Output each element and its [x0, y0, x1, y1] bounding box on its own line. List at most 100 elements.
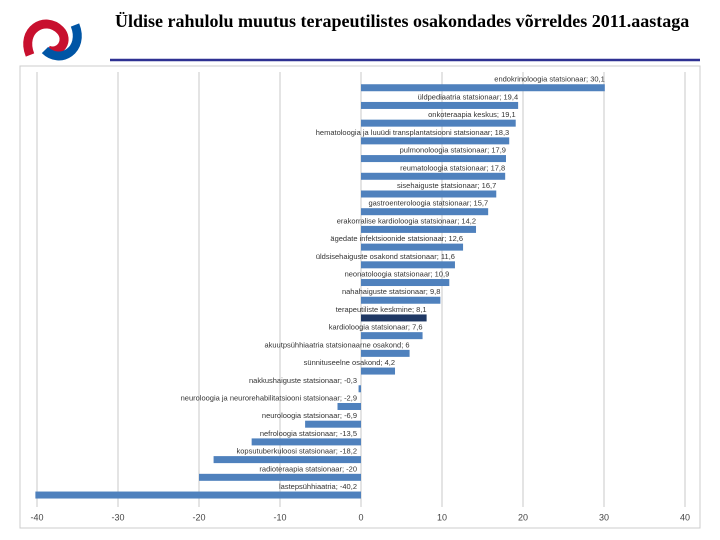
bar-label: nahahaiguste statsionaar; 9,8	[342, 287, 440, 296]
bar	[361, 279, 450, 287]
value-label: 11,6	[441, 252, 455, 261]
bar	[361, 208, 489, 216]
value-label: 17,9	[491, 146, 506, 155]
value-label: -6,9	[344, 411, 357, 420]
category-label: nahahaiguste statsionaar;	[342, 287, 428, 296]
category-label: üldpediaatria statsionaar;	[418, 92, 502, 101]
bar	[35, 491, 361, 499]
bar-label: sünnituseelne osakond; 4,2	[304, 358, 395, 367]
x-tick-label: -20	[192, 512, 205, 522]
category-label: gastroenteroloogia statsionaar;	[368, 199, 471, 208]
logo	[23, 19, 82, 61]
category-label: üldsisehaiguste osakond statsionaar;	[316, 252, 439, 261]
bar-label: lastepsühhiaatria; -40,2	[279, 482, 357, 491]
category-label: terapeutiliste keskmine;	[336, 305, 414, 314]
category-label: onkoteraapia keskus;	[428, 110, 499, 119]
bar	[361, 172, 506, 180]
category-label: hematoloogia ja luuüdi transplantatsioon…	[316, 128, 493, 137]
category-label: reumatoloogia statsionaar;	[400, 163, 488, 172]
bar	[361, 101, 519, 109]
value-label: 14,2	[461, 216, 476, 225]
category-label: lastepsühhiaatria;	[279, 482, 338, 491]
x-tick-label: -10	[273, 512, 286, 522]
bar	[305, 420, 361, 428]
bar	[337, 402, 361, 410]
bar	[361, 314, 427, 322]
bar	[361, 367, 396, 375]
bar-label: nefroloogia statsionaar; -13,5	[260, 429, 357, 438]
category-label: nakkushaiguste statsionaar;	[249, 376, 342, 385]
bar-label: kopsutuberkuloosi statsionaar; -18,2	[236, 447, 357, 456]
bar-label: kardioloogia statsionaar; 7,6	[329, 323, 423, 332]
value-label: 18,3	[495, 128, 510, 137]
bar-label: onkoteraapia keskus; 19,1	[428, 110, 516, 119]
category-label: akuutpsühhiaatria statsionaarne osakond;	[264, 340, 403, 349]
bar-label: terapeutiliste keskmine; 8,1	[336, 305, 427, 314]
bar-label: gastroenteroloogia statsionaar; 15,7	[368, 199, 488, 208]
bar-label: reumatoloogia statsionaar; 17,8	[400, 163, 505, 172]
value-label: 7,6	[412, 323, 422, 332]
bar-label: pulmonoloogia statsionaar; 17,9	[400, 146, 506, 155]
category-label: neuroloogia ja neurorehabilitatsiooni st…	[181, 393, 342, 402]
x-tick-label: 30	[599, 512, 609, 522]
value-label: 4,2	[385, 358, 395, 367]
bar	[361, 84, 605, 92]
x-tick-label: -40	[30, 512, 43, 522]
x-tick-label: 40	[680, 512, 690, 522]
bar-label: nakkushaiguste statsionaar; -0,3	[249, 376, 357, 385]
category-label: radioteraapia statsionaar;	[259, 464, 344, 473]
value-label: -0,3	[344, 376, 357, 385]
bar	[361, 332, 423, 340]
category-label: kopsutuberkuloosi statsionaar;	[236, 447, 337, 456]
bar	[358, 385, 361, 393]
x-tick-label: -30	[111, 512, 124, 522]
category-label: endokrinoloogia statsionaar;	[494, 75, 588, 84]
bar-label: akuutpsühhiaatria statsionaarne osakond;…	[264, 340, 409, 349]
bar-label: radioteraapia statsionaar; -20	[259, 464, 357, 473]
bar-label: neuroloogia statsionaar; -6,9	[262, 411, 357, 420]
value-label: 16,7	[482, 181, 497, 190]
value-label: 30,1	[590, 75, 605, 84]
value-label: 17,8	[491, 163, 506, 172]
category-label: ägedate infektsioonide statsionaar;	[330, 234, 446, 243]
x-tick-label: 0	[358, 512, 363, 522]
category-label: neonatoloogia statsionaar;	[345, 270, 433, 279]
plot-frame	[19, 65, 701, 529]
bar	[251, 438, 361, 446]
bar	[361, 155, 506, 163]
value-label: 15,7	[474, 199, 489, 208]
value-label: 6	[405, 340, 409, 349]
bar-label: ägedate infektsioonide statsionaar; 12,6	[330, 234, 463, 243]
category-label: sisehaiguste statsionaar;	[397, 181, 480, 190]
bar	[213, 456, 361, 464]
bar-label: üldpediaatria statsionaar; 19,4	[418, 92, 519, 101]
value-label: 9,8	[430, 287, 440, 296]
slide-title: Üldise rahulolu muutus terapeutilistes o…	[115, 11, 690, 31]
bar	[361, 137, 510, 145]
bar	[361, 261, 455, 269]
bar	[361, 349, 410, 357]
category-label: neuroloogia statsionaar;	[262, 411, 342, 420]
value-label: -13,5	[340, 429, 357, 438]
value-label: 19,1	[501, 110, 516, 119]
bar-label: sisehaiguste statsionaar; 16,7	[397, 181, 496, 190]
bar-label: üldsisehaiguste osakond statsionaar; 11,…	[316, 252, 455, 261]
x-tick-label: 10	[437, 512, 447, 522]
category-label: nefroloogia statsionaar;	[260, 429, 338, 438]
value-label: 10,9	[435, 270, 450, 279]
value-label: -2,9	[344, 393, 357, 402]
category-label: kardioloogia statsionaar;	[329, 323, 410, 332]
value-label: 19,4	[504, 92, 519, 101]
bar	[361, 225, 477, 233]
bar-label: neonatoloogia statsionaar; 10,9	[345, 270, 450, 279]
bar-label: erakorralise kardioloogia statsionaar; 1…	[337, 216, 476, 225]
bar	[361, 190, 497, 198]
value-label: -20	[346, 464, 357, 473]
value-label: -40,2	[340, 482, 357, 491]
x-tick-label: 20	[518, 512, 528, 522]
bar	[361, 243, 464, 251]
bar-label: hematoloogia ja luuüdi transplantatsioon…	[316, 128, 509, 137]
value-label: 12,6	[448, 234, 463, 243]
value-label: 8,1	[416, 305, 426, 314]
